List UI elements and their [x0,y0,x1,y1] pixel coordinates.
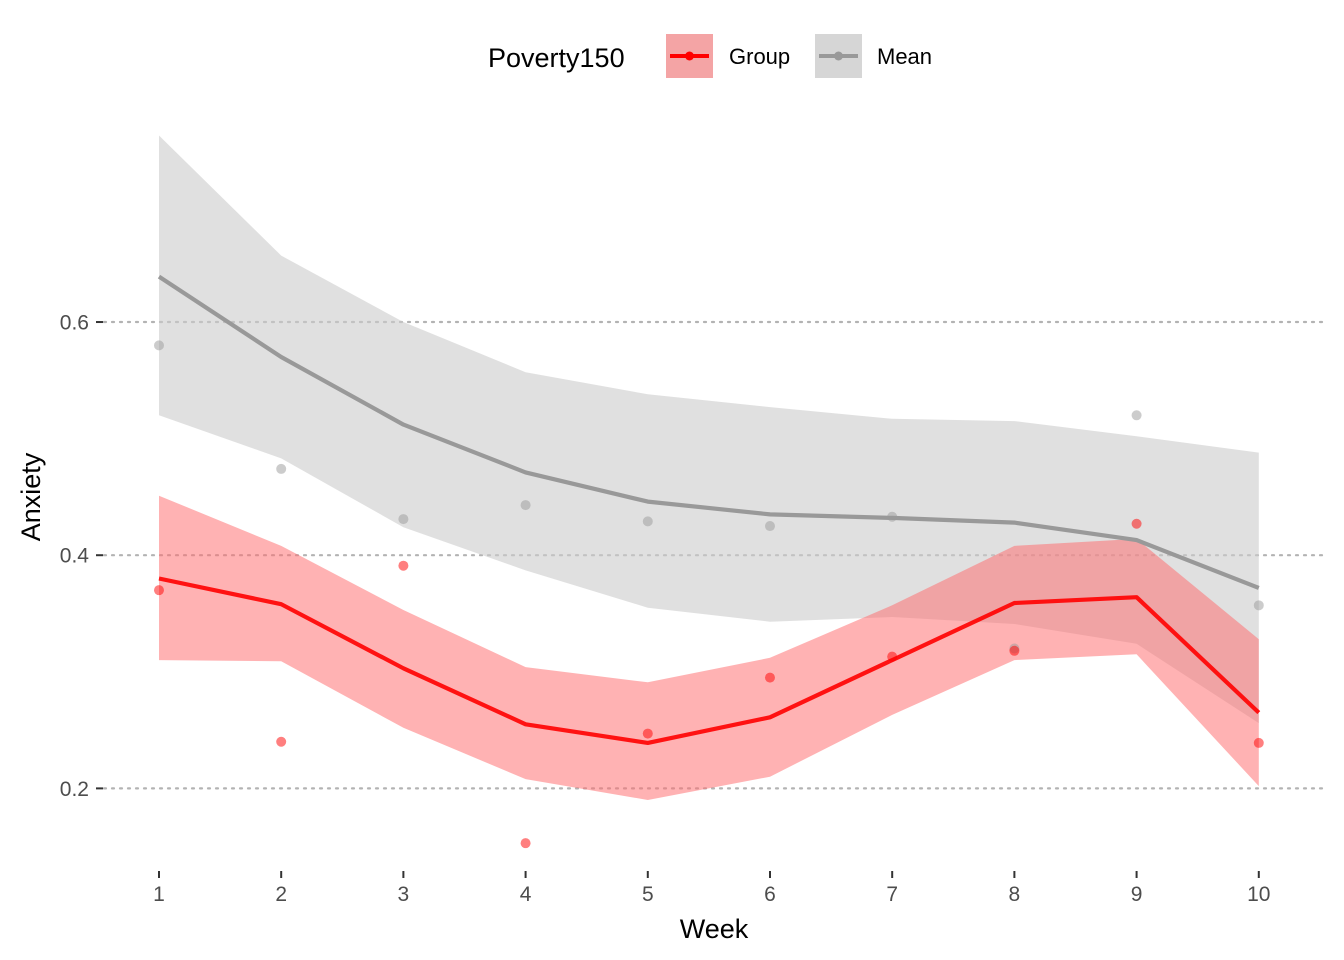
point-group [1009,645,1020,656]
legend-label-mean: Mean [877,44,932,69]
x-tick-label: 5 [642,883,654,906]
y-axis: 0.2 0.4 0.6 [60,312,103,801]
point-mean [398,514,409,525]
legend-label-group: Group [729,44,790,69]
x-tick-label: 1 [153,883,165,906]
x-tick-label: 6 [764,883,776,906]
point-group [764,672,775,683]
line-mean [157,274,1260,590]
point-mean [642,516,653,527]
x-axis-title: Week [680,914,749,944]
x-tick-label: 7 [886,883,898,906]
line-group [158,576,1261,745]
y-tick-label: 0.4 [60,545,90,568]
trend-lines [157,274,1261,745]
point-group [642,728,653,739]
legend-key-group-point [685,51,694,61]
point-mean [276,463,287,474]
y-tick-label: 0.6 [60,312,89,335]
legend-key-group [666,34,713,78]
point-group [520,838,531,849]
x-tick-label: 4 [520,883,532,906]
x-tick-label: 9 [1131,883,1143,906]
point-mean [1131,410,1142,421]
point-mean [1253,600,1264,611]
y-tick-label: 0.2 [60,778,89,801]
legend-key-mean-point [834,51,843,61]
y-axis-title: Anxiety [16,452,46,541]
point-group [398,560,409,571]
x-tick-label: 8 [1009,883,1021,906]
legend-key-mean [815,34,862,78]
x-axis: 1 2 3 4 5 6 7 8 9 10 [153,871,1270,906]
point-mean [520,500,531,511]
point-mean [153,340,164,351]
point-group [276,736,287,747]
confidence-bands [159,135,1259,800]
point-mean [764,521,775,532]
legend: Poverty150 Group Mean [488,34,932,78]
point-group [153,585,164,596]
x-tick-label: 2 [275,883,287,906]
x-tick-label: 3 [398,883,410,906]
legend-title: Poverty150 [488,43,625,73]
point-group [1131,518,1142,529]
ci-band-group [159,495,1259,800]
x-tick-label: 10 [1247,883,1270,906]
point-group [1253,737,1264,748]
